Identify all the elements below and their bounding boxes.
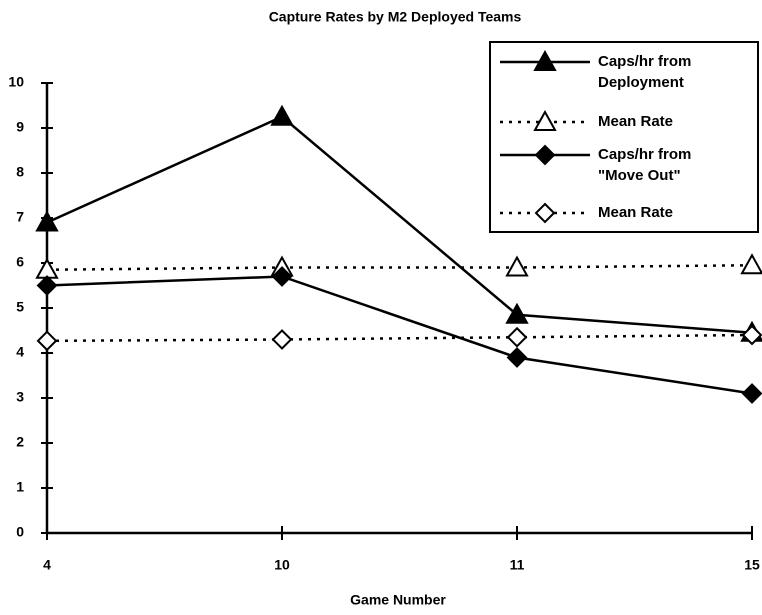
marker bbox=[741, 324, 762, 346]
marker bbox=[505, 302, 529, 324]
marker bbox=[534, 202, 556, 224]
legend: Caps/hr from Deployment Mean Rate Caps/hr … bbox=[489, 41, 759, 233]
legend-label-box: Mean Rate bbox=[598, 204, 674, 221]
chart-title: Capture Rates by M2 Deployed Teams bbox=[269, 9, 522, 25]
series-line bbox=[46, 115, 753, 334]
marker bbox=[36, 275, 58, 296]
marker bbox=[36, 330, 58, 352]
legend-label-box: Caps/hr from Deployment bbox=[598, 53, 692, 91]
y-tick-label: 8 bbox=[16, 164, 24, 180]
x-tick-label: 15 bbox=[744, 557, 760, 573]
y-tick-label: 9 bbox=[16, 119, 24, 135]
x-tick-label: 4 bbox=[43, 557, 51, 573]
series-line bbox=[46, 275, 753, 395]
y-tick-label: 0 bbox=[16, 524, 24, 540]
marker bbox=[35, 257, 59, 279]
x-axis-label: Game Number bbox=[350, 592, 446, 608]
y-tick-label: 5 bbox=[16, 299, 24, 315]
y-tick-label: 3 bbox=[16, 389, 24, 405]
legend-label-box: Caps/hr from "Move Out" bbox=[598, 146, 692, 184]
legend-label: Caps/hr from Deployment bbox=[598, 53, 692, 91]
legend-box bbox=[489, 41, 759, 233]
legend-label: Mean Rate bbox=[598, 113, 674, 130]
y-tick-label: 2 bbox=[16, 434, 24, 450]
marker bbox=[740, 253, 762, 275]
y-tick-label: 10 bbox=[8, 74, 24, 90]
y-tick-label: 7 bbox=[16, 209, 24, 225]
marker bbox=[505, 255, 529, 277]
marker bbox=[271, 329, 293, 350]
marker bbox=[506, 326, 528, 348]
legend-label-box: Mean Rate bbox=[598, 113, 674, 130]
y-tick-label: 1 bbox=[16, 479, 24, 495]
x-tick-label: 11 bbox=[510, 557, 525, 573]
marker bbox=[506, 347, 528, 368]
y-tick-label: 6 bbox=[16, 254, 24, 270]
marker bbox=[533, 49, 557, 71]
marker bbox=[35, 210, 59, 232]
marker bbox=[271, 266, 293, 287]
marker bbox=[741, 383, 762, 404]
marker bbox=[533, 109, 557, 131]
marker bbox=[534, 144, 556, 166]
marker bbox=[270, 104, 294, 126]
x-tick-label: 10 bbox=[274, 557, 290, 573]
y-tick-label: 4 bbox=[16, 344, 24, 360]
series-line bbox=[46, 333, 753, 343]
legend-label: Caps/hr from "Move Out" bbox=[598, 146, 692, 184]
legend-label: Mean Rate bbox=[598, 204, 674, 221]
series-line bbox=[46, 264, 753, 271]
